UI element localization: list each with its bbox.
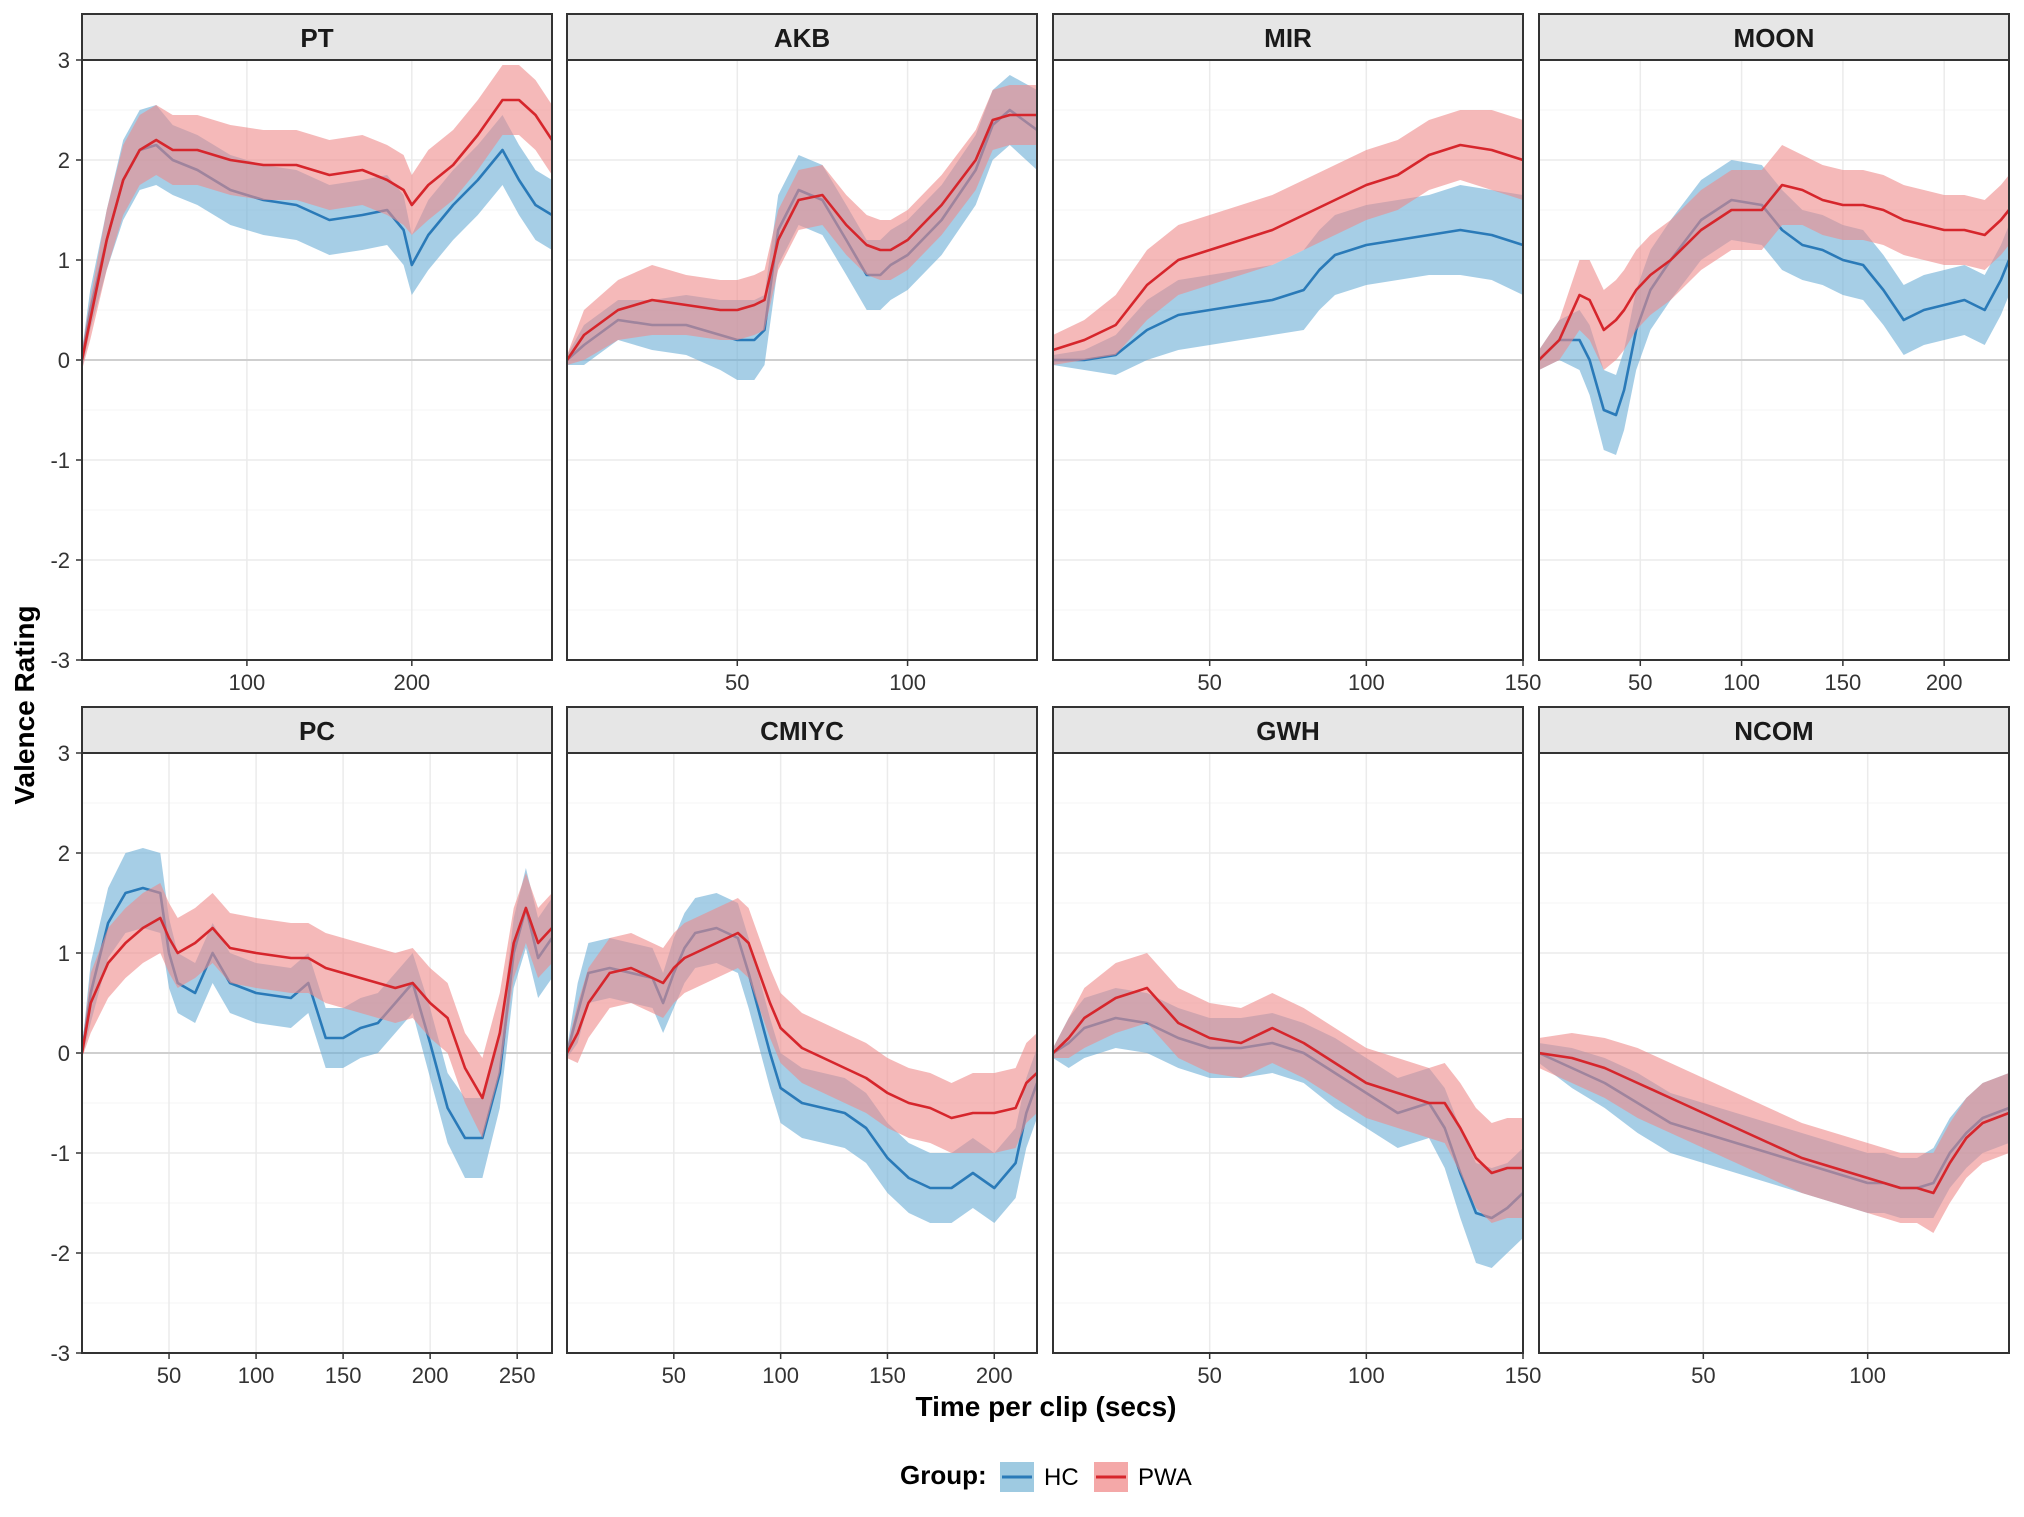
pwa-confidence-band [567,898,1037,1153]
panel-pt: PT 100 200 -3 -2 -1 0 1 2 3 [50,13,553,695]
x-tick-label: 100 [1348,670,1385,695]
pwa-mean-line [1053,143,1523,352]
facet-strip-label: AKB [774,23,830,53]
pwa-confidence-band [82,65,552,370]
facet-strip-label: MIR [1264,23,1312,53]
legend: Group: HC PWA [900,1460,1192,1492]
facet-strip-label: MOON [1734,23,1815,53]
y-tick-label: -2 [50,548,70,573]
panel-moon: MOON 50 100 150 200 [1538,13,2010,695]
facet-strip [1052,706,1524,754]
facet-strip [1538,706,2010,754]
facet-strip-label: CMIYC [760,716,844,746]
x-axis-title: Time per clip (secs) [916,1391,1177,1422]
pwa-confidence-band [1053,953,1523,1223]
pwa-mean-line [567,113,1037,361]
x-tick-label: 50 [1628,670,1652,695]
x-tick-label: 200 [393,670,430,695]
x-tick-label: 100 [1849,1363,1886,1388]
x-tick-label: 100 [1348,1363,1385,1388]
x-tick-label: 150 [1505,1363,1542,1388]
panel-mir: MIR 50 100 150 [1052,13,1542,695]
x-tick-label: 250 [499,1363,536,1388]
x-tick-label: 50 [1197,1363,1221,1388]
hc-mean-line [1053,228,1523,362]
y-tick-label: 0 [58,348,70,373]
y-tick-label: 3 [58,48,70,73]
x-tick-label: 100 [238,1363,275,1388]
facet-strip [81,13,553,61]
panel-gwh: GWH 50 100 150 [1052,706,1542,1388]
pwa-mean-line [1539,183,2009,361]
facet-strip [566,706,1038,754]
pwa-mean-line [1053,986,1523,1175]
y-tick-label: -1 [50,448,70,473]
legend-title: Group: [900,1460,987,1490]
facet-strip-label: NCOM [1734,716,1813,746]
x-tick-label: 150 [1505,670,1542,695]
facet-strip [566,13,1038,61]
x-tick-label: 200 [976,1363,1013,1388]
panel-ncom: NCOM 50 100 [1538,706,2010,1388]
pwa-confidence-band [567,85,1037,365]
series-area [1053,953,1523,1268]
pwa-mean-line [567,931,1037,1120]
x-tick-label: 50 [725,670,749,695]
hc-confidence-band [1053,185,1523,375]
pwa-confidence-band [1053,110,1523,365]
x-tick-label: 200 [412,1363,449,1388]
y-tick-label: -1 [50,1141,70,1166]
facet-strip-label: PC [299,716,335,746]
x-tick-label: 100 [229,670,266,695]
y-tick-label: -3 [50,648,70,673]
facet-strip-label: GWH [1256,716,1320,746]
legend-label-pwa: PWA [1138,1464,1192,1491]
series-area [82,848,552,1178]
x-tick-label: 50 [157,1363,181,1388]
series-area [567,893,1037,1223]
facet-strip [1538,13,2010,61]
panel-pc: PC 50 100 150 200 250 -3 -2 -1 0 1 2 3 [50,706,553,1388]
facet-strip [1052,13,1524,61]
legend-label-hc: HC [1044,1464,1079,1491]
x-tick-label: 200 [1926,670,1963,695]
series-area [1539,145,2009,455]
series-area [1053,110,1523,375]
y-tick-label: 2 [58,148,70,173]
x-tick-label: 50 [662,1363,686,1388]
panel-cmiyc: CMIYC 50 100 150 200 [566,706,1038,1388]
x-tick-label: 150 [1825,670,1862,695]
y-tick-label: 1 [58,941,70,966]
y-axis-title: Valence Rating [9,605,40,804]
y-tick-label: 2 [58,841,70,866]
x-tick-label: 50 [1197,670,1221,695]
y-tick-label: 1 [58,248,70,273]
pwa-mean-line [82,906,552,1100]
x-tick-label: 100 [889,670,926,695]
y-tick-label: -2 [50,1241,70,1266]
panel-akb: AKB 50 100 [566,13,1038,695]
y-tick-label: 3 [58,741,70,766]
x-tick-label: 150 [869,1363,906,1388]
x-tick-label: 100 [1723,670,1760,695]
pwa-mean-line [82,98,552,361]
pwa-mean-line [1539,1051,2009,1195]
y-tick-label: 0 [58,1041,70,1066]
pwa-confidence-band [1539,145,2009,370]
facet-strip [81,706,553,754]
y-tick-label: -3 [50,1341,70,1366]
series-area [82,65,552,370]
series-area [1539,1033,2009,1233]
x-tick-label: 100 [762,1363,799,1388]
hc-confidence-band [1053,988,1523,1268]
series-area [567,75,1037,380]
x-tick-label: 150 [325,1363,362,1388]
x-tick-label: 50 [1691,1363,1715,1388]
facet-strip-label: PT [300,23,333,53]
pwa-confidence-band [1539,1033,2009,1233]
